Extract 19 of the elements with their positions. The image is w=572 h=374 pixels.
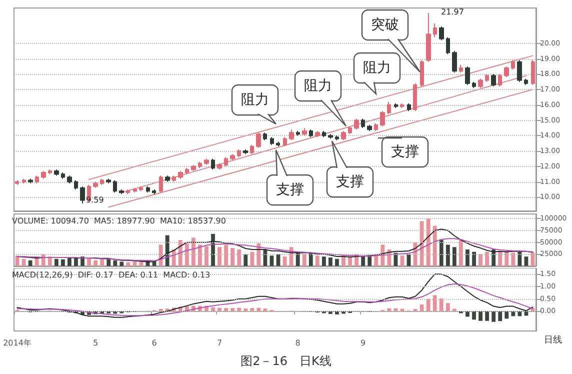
x-tick-label: 9: [360, 338, 366, 348]
x-tick-label: 5: [93, 338, 98, 348]
annotation: 阻力: [241, 92, 269, 108]
annotation: 9.59: [86, 196, 104, 204]
annotation: 支撑: [336, 174, 364, 190]
annotation: 阻力: [304, 78, 332, 94]
annotation: 突破: [371, 17, 399, 33]
annotation: 支撑: [276, 182, 304, 198]
x-tick-label: 8: [295, 338, 300, 348]
caption: 图2－16 日K线: [240, 354, 332, 368]
x-tick-label: 2014年: [3, 338, 32, 348]
annotation: 21.97: [441, 8, 464, 16]
x-tick-label: 6: [152, 338, 157, 348]
text: 日线: [544, 334, 562, 346]
annotation: VOLUME: 10094.70 MA5: 18977.90 MA10: 18537.90: [12, 216, 226, 226]
annotation: 支撑: [391, 144, 419, 160]
x-tick-label: 7: [216, 338, 222, 348]
annotation: MACD(12,26,9) DIF: 0.17 DEA: 0.11 MACD: 0.13: [12, 270, 210, 280]
annotation: 阻力: [363, 60, 391, 76]
